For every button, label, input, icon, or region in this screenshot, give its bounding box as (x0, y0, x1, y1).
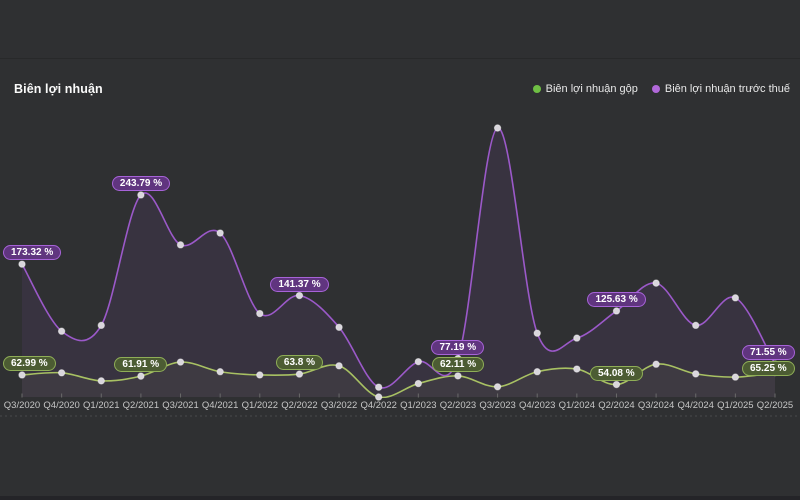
data-point-gross[interactable] (493, 383, 502, 391)
legend-item-gross-margin[interactable]: Biên lợi nhuận gộp (532, 83, 638, 95)
legend-bullet-green-icon (532, 85, 541, 93)
x-axis-label: Q1/2024 (559, 400, 595, 411)
x-axis-label: Q4/2022 (360, 400, 396, 411)
data-point-gross[interactable] (533, 368, 541, 376)
legend: Biên lợi nhuận gộp Biên lợi nhuận trước … (532, 83, 790, 95)
data-point-gross[interactable] (335, 362, 343, 370)
x-axis-label: Q3/2023 (479, 400, 515, 411)
data-point-gross[interactable] (573, 365, 581, 373)
x-axis-label: Q1/2022 (242, 400, 278, 411)
x-axis-label: Q2/2022 (281, 400, 317, 411)
x-axis-label: Q4/2024 (678, 400, 714, 411)
data-point-gross[interactable] (454, 372, 462, 380)
data-point-pretax[interactable] (57, 327, 66, 335)
data-point-pretax[interactable] (18, 260, 26, 268)
data-point-pretax[interactable] (97, 321, 105, 330)
data-point-pretax[interactable] (573, 334, 581, 342)
x-axis-label: Q1/2021 (83, 400, 119, 411)
x-axis-label: Q4/2020 (43, 400, 79, 411)
data-point-pretax[interactable] (454, 354, 462, 363)
data-point-pretax[interactable] (692, 321, 700, 330)
data-point-pretax[interactable] (374, 383, 383, 391)
legend-label-pretax-margin: Biên lợi nhuận trước thuế (664, 83, 790, 95)
data-point-gross[interactable] (97, 377, 105, 385)
x-axis-label: Q3/2022 (321, 400, 357, 411)
x-axis-label: Q3/2024 (638, 400, 674, 411)
data-point-pretax[interactable] (335, 323, 343, 331)
data-point-gross[interactable] (256, 371, 264, 379)
x-axis-label: Q2/2024 (598, 400, 634, 411)
data-point-gross[interactable] (692, 370, 700, 378)
chart-header: Biên lợi nhuận Biên lợi nhuận gộp Biên l… (14, 80, 790, 98)
data-point-gross[interactable] (18, 371, 26, 379)
data-point-gross[interactable] (612, 380, 621, 389)
x-axis-label: Q3/2020 (4, 400, 40, 411)
header-divider (0, 58, 800, 59)
chart-title: Biên lợi nhuận (14, 82, 103, 96)
x-axis-label: Q2/2025 (757, 400, 793, 411)
x-axis-label: Q4/2023 (519, 400, 555, 411)
data-point-gross[interactable] (731, 373, 740, 381)
x-axis-label: Q3/2021 (162, 400, 198, 411)
data-point-pretax[interactable] (652, 279, 660, 287)
data-point-pretax[interactable] (176, 241, 185, 249)
data-point-pretax[interactable] (414, 357, 423, 366)
data-point-pretax[interactable] (533, 329, 541, 337)
data-point-pretax[interactable] (612, 307, 621, 315)
data-point-pretax[interactable] (216, 229, 224, 237)
data-point-gross[interactable] (771, 368, 779, 377)
data-point-gross[interactable] (57, 369, 66, 377)
x-axis-label: Q2/2021 (123, 400, 159, 411)
data-point-gross[interactable] (137, 372, 145, 380)
x-axis-label: Q4/2021 (202, 400, 238, 411)
x-axis-label: Q2/2023 (440, 400, 476, 411)
data-point-pretax[interactable] (137, 191, 145, 199)
series-area-gross (22, 362, 775, 398)
x-axis-label: Q1/2025 (717, 400, 753, 411)
legend-bullet-purple-icon (651, 85, 660, 93)
data-point-pretax[interactable] (256, 309, 264, 318)
legend-label-gross-margin: Biên lợi nhuận gộp (545, 83, 638, 95)
data-point-gross[interactable] (216, 368, 224, 376)
data-point-pretax[interactable] (295, 291, 304, 300)
data-point-gross[interactable] (295, 370, 304, 378)
data-point-pretax[interactable] (731, 294, 740, 302)
data-point-gross[interactable] (374, 393, 383, 401)
bottom-bar (0, 496, 800, 500)
legend-item-pretax-margin[interactable]: Biên lợi nhuận trước thuế (651, 83, 790, 95)
data-point-pretax[interactable] (771, 360, 779, 368)
series-line-gross (21, 361, 776, 398)
data-point-gross[interactable] (176, 358, 185, 366)
data-point-pretax[interactable] (493, 124, 502, 132)
data-point-gross[interactable] (414, 379, 423, 388)
series-area-pretax (22, 127, 775, 398)
x-axis-label: Q1/2023 (400, 400, 436, 411)
data-point-gross[interactable] (652, 360, 660, 368)
